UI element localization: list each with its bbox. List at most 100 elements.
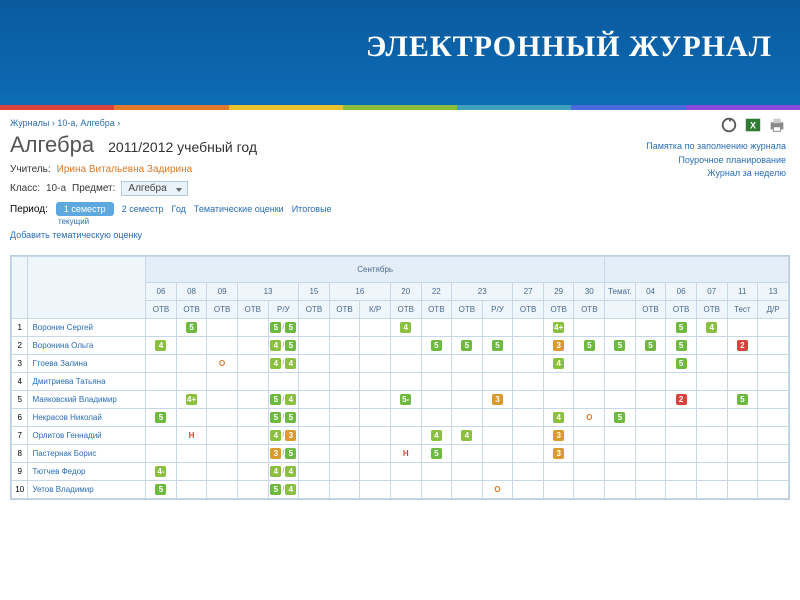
student-name[interactable]: Уетов Владимир (28, 481, 146, 499)
grade-cell[interactable] (727, 481, 758, 499)
date-header[interactable]: 15 (299, 283, 330, 301)
grade-cell[interactable] (482, 445, 513, 463)
grade-cell[interactable] (329, 355, 360, 373)
grade-cell[interactable]: 2 (666, 391, 697, 409)
grade-cell[interactable] (635, 445, 666, 463)
grade-cell[interactable]: 4 (452, 427, 483, 445)
grade-cell[interactable] (329, 337, 360, 355)
grade-cell[interactable] (176, 409, 207, 427)
grade-cell[interactable] (635, 391, 666, 409)
grade-cell[interactable] (329, 481, 360, 499)
grade-cell[interactable] (452, 445, 483, 463)
grade-cell[interactable] (421, 481, 452, 499)
grade-cell[interactable] (513, 337, 544, 355)
grade-cell[interactable] (146, 427, 177, 445)
grade-cell[interactable] (329, 427, 360, 445)
grade-cell[interactable]: 3/5 (268, 445, 299, 463)
grade-cell[interactable] (635, 355, 666, 373)
grade-cell[interactable] (329, 373, 360, 391)
grade-cell[interactable] (237, 391, 268, 409)
grade-cell[interactable]: 5 (482, 337, 513, 355)
grade-cell[interactable] (207, 409, 238, 427)
grade-cell[interactable] (727, 463, 758, 481)
grade-cell[interactable] (237, 427, 268, 445)
grade-cell[interactable] (421, 463, 452, 481)
grade-cell[interactable] (390, 355, 421, 373)
grade-cell[interactable] (237, 355, 268, 373)
grade-cell[interactable] (513, 463, 544, 481)
grade-cell[interactable] (360, 391, 391, 409)
grade-cell[interactable]: О (482, 481, 513, 499)
grade-cell[interactable] (574, 427, 605, 445)
grade-cell[interactable] (482, 409, 513, 427)
excel-icon[interactable]: X (744, 116, 762, 134)
grade-cell[interactable] (299, 355, 330, 373)
grade-cell[interactable]: 3 (543, 445, 574, 463)
grade-cell[interactable] (605, 373, 636, 391)
grade-cell[interactable]: 3 (543, 337, 574, 355)
grade-cell[interactable] (299, 481, 330, 499)
planning-link[interactable]: Поурочное планирование (646, 154, 786, 168)
grade-cell[interactable] (360, 373, 391, 391)
grade-cell[interactable] (390, 337, 421, 355)
date-header[interactable]: 13 (237, 283, 298, 301)
grade-cell[interactable] (758, 337, 789, 355)
grade-cell[interactable] (452, 319, 483, 337)
grade-cell[interactable] (360, 481, 391, 499)
add-thematic-link[interactable]: Добавить тематическую оценку (10, 230, 142, 240)
date-header[interactable]: 04 (635, 283, 666, 301)
grade-cell[interactable] (482, 319, 513, 337)
student-name[interactable]: Маяковский Владимир (28, 391, 146, 409)
grade-cell[interactable]: О (207, 355, 238, 373)
date-header[interactable]: 16 (329, 283, 390, 301)
grade-cell[interactable] (605, 391, 636, 409)
grade-cell[interactable] (727, 445, 758, 463)
grade-cell[interactable] (390, 373, 421, 391)
grade-cell[interactable] (543, 391, 574, 409)
student-name[interactable]: Орлитов Геннадий (28, 427, 146, 445)
grade-cell[interactable] (452, 481, 483, 499)
date-header[interactable]: 20 (390, 283, 421, 301)
grade-cell[interactable] (207, 373, 238, 391)
grade-cell[interactable]: Н (390, 445, 421, 463)
grade-cell[interactable] (696, 373, 727, 391)
grade-cell[interactable]: 5 (666, 355, 697, 373)
grade-cell[interactable]: 4/3 (268, 427, 299, 445)
grade-cell[interactable]: 5/5 (268, 409, 299, 427)
breadcrumb-link[interactable]: 10-а, Алгебра (57, 118, 114, 128)
date-header[interactable]: 11 (727, 283, 758, 301)
grade-cell[interactable]: 5 (176, 319, 207, 337)
grade-cell[interactable] (452, 463, 483, 481)
grade-cell[interactable] (635, 427, 666, 445)
grade-cell[interactable] (574, 373, 605, 391)
grade-cell[interactable] (360, 409, 391, 427)
grade-cell[interactable]: 3 (482, 391, 513, 409)
subject-select[interactable]: Алгебра (121, 181, 187, 196)
grade-cell[interactable] (176, 337, 207, 355)
grade-cell[interactable] (696, 391, 727, 409)
date-header[interactable]: 06 (146, 283, 177, 301)
grade-cell[interactable] (758, 427, 789, 445)
grade-cell[interactable] (390, 409, 421, 427)
grade-cell[interactable]: 4 (543, 355, 574, 373)
grade-cell[interactable]: 4+ (543, 319, 574, 337)
grade-cell[interactable] (237, 445, 268, 463)
grade-cell[interactable]: 5 (146, 409, 177, 427)
grade-cell[interactable] (237, 337, 268, 355)
date-header[interactable]: 27 (513, 283, 544, 301)
date-header[interactable]: 23 (452, 283, 513, 301)
grade-cell[interactable]: 4- (146, 463, 177, 481)
grade-cell[interactable] (666, 409, 697, 427)
period-item[interactable]: Год (172, 204, 186, 214)
grade-cell[interactable] (299, 463, 330, 481)
grade-cell[interactable] (758, 355, 789, 373)
grade-cell[interactable] (452, 355, 483, 373)
grade-cell[interactable] (421, 409, 452, 427)
grade-cell[interactable] (513, 481, 544, 499)
grade-cell[interactable] (329, 445, 360, 463)
grade-cell[interactable] (176, 445, 207, 463)
grade-cell[interactable] (543, 481, 574, 499)
grade-cell[interactable] (758, 445, 789, 463)
grade-cell[interactable] (390, 463, 421, 481)
grade-cell[interactable] (696, 445, 727, 463)
